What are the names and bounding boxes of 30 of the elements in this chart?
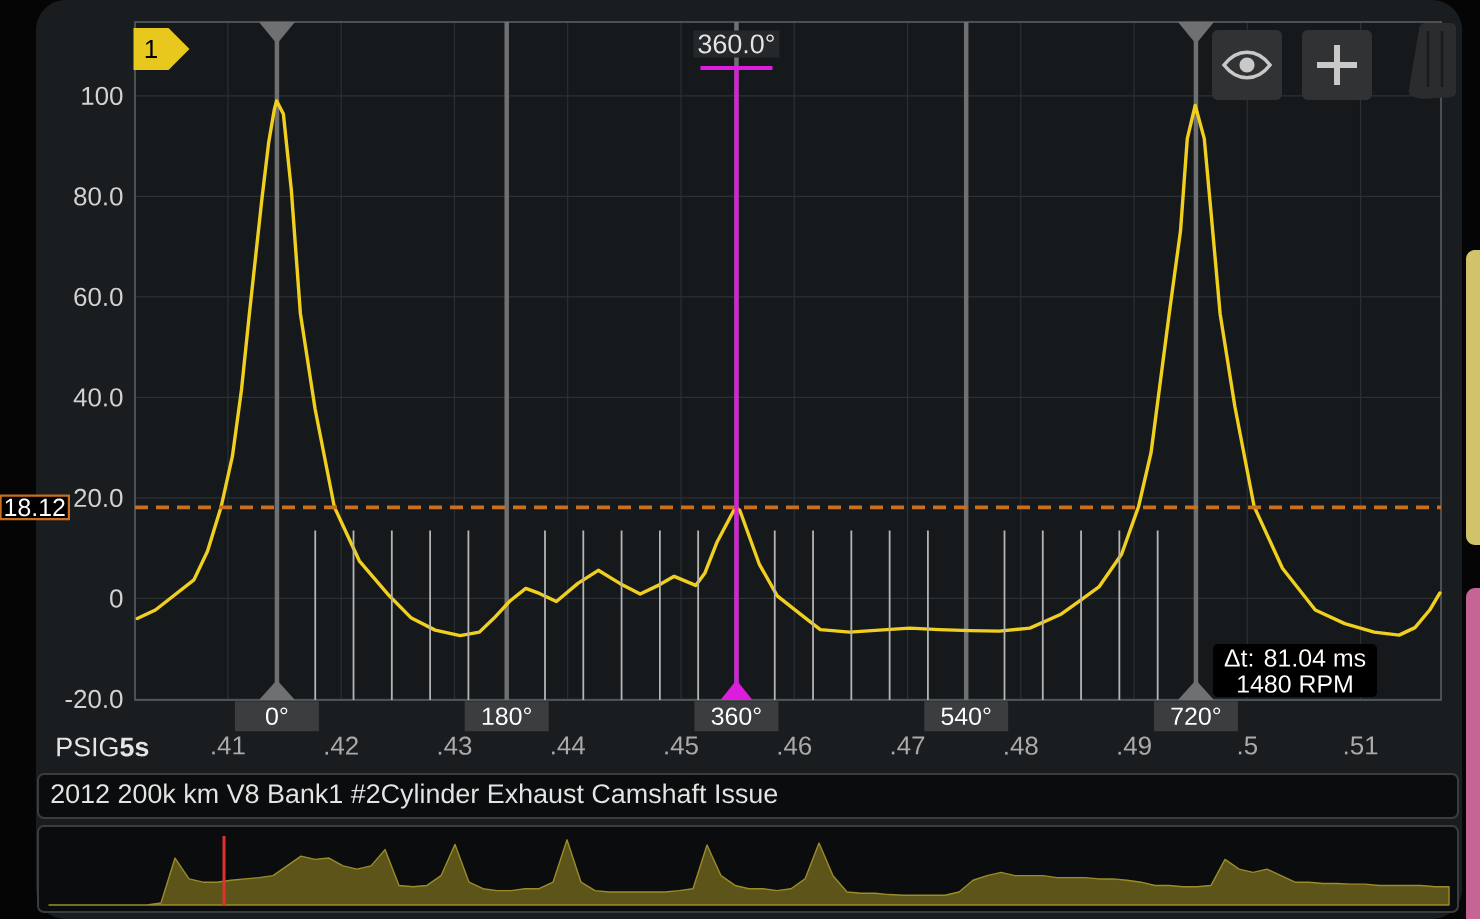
x-tick-label: .47 xyxy=(891,736,925,755)
annotation: Δt: 81.04 ms xyxy=(1224,649,1366,667)
y-tick-label: 40.0 xyxy=(73,388,123,407)
x2-tick-label: 540° xyxy=(941,707,991,726)
annotation: 1480 RPM xyxy=(1238,675,1352,693)
x-tick-label: .46 xyxy=(778,736,812,755)
x-tick-label: .48 xyxy=(1005,736,1038,755)
x-tick-label: .42 xyxy=(325,736,358,755)
x2-tick-label: 720° xyxy=(1171,707,1221,726)
x2-tick-label: 0° xyxy=(265,707,288,726)
y-tick-label: 20.0 xyxy=(74,488,123,508)
y-tick-label: 0 xyxy=(110,589,123,608)
x-tick-label: .43 xyxy=(438,736,472,755)
y-tick-label: 100 xyxy=(82,86,123,106)
x-tick-label: .45 xyxy=(665,736,698,755)
y-tick-label: 60.0 xyxy=(74,287,123,307)
y-tick-label: 80.0 xyxy=(74,187,123,206)
x2-tick-label: 180° xyxy=(482,707,531,726)
text: 2012 200k km V8 Bank1 #2Cylinder Exhaust Camshaft Issue xyxy=(51,783,778,809)
x-tick-label: .41 xyxy=(212,736,245,755)
x2-tick-label: 360° xyxy=(711,707,761,726)
x-tick-label: .49 xyxy=(1118,736,1151,755)
y-axis-title: PSIG5s xyxy=(57,737,149,757)
x-tick-label: .44 xyxy=(552,736,585,755)
ref-line-label: 360.0° xyxy=(698,34,774,54)
y-tick-label: -20.0 xyxy=(65,689,123,709)
x-tick-label: .5 xyxy=(1238,736,1258,755)
annotation: 1 xyxy=(145,40,157,58)
ref-line-label: 18.12 xyxy=(5,498,65,517)
x-tick-label: .51 xyxy=(1344,736,1378,755)
